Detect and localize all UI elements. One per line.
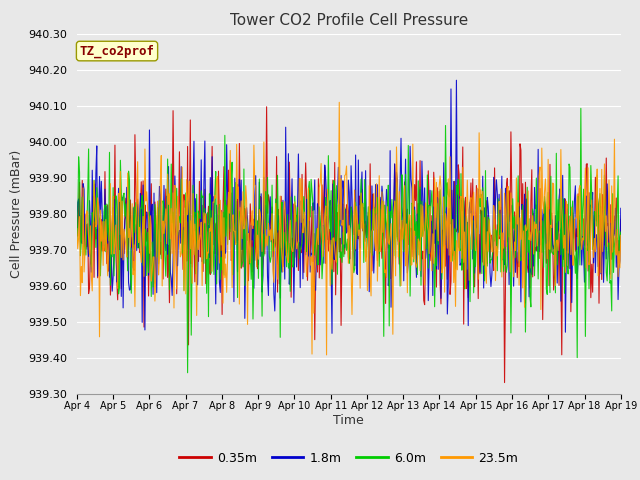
Y-axis label: Cell Pressure (mBar): Cell Pressure (mBar) [10,149,22,278]
X-axis label: Time: Time [333,414,364,427]
Text: TZ_co2prof: TZ_co2prof [79,44,154,58]
Legend: 0.35m, 1.8m, 6.0m, 23.5m: 0.35m, 1.8m, 6.0m, 23.5m [174,447,524,469]
Title: Tower CO2 Profile Cell Pressure: Tower CO2 Profile Cell Pressure [230,13,468,28]
